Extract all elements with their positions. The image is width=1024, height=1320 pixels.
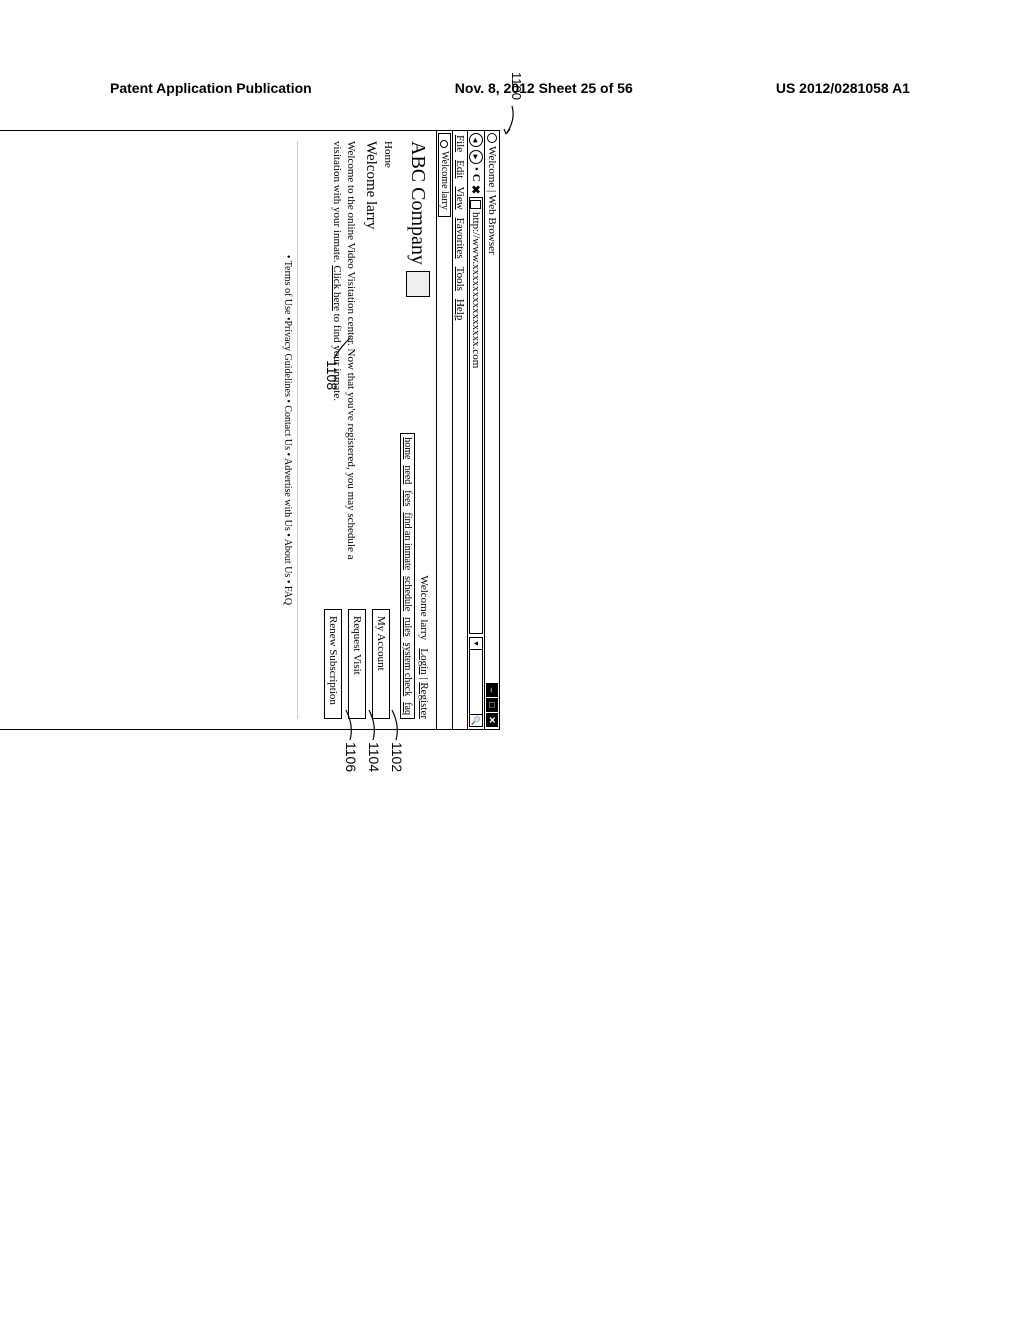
reload-icon[interactable]: C [470,174,482,182]
menu-favorites[interactable]: Favorites [454,218,466,259]
tab-label: Welcome larry [439,151,450,210]
menu-file[interactable]: File [454,135,466,152]
nav-rules[interactable]: rules [402,617,413,636]
search-icon[interactable]: 🔍 [470,714,482,726]
breadcrumb-home[interactable]: Home [382,141,394,595]
nav-home[interactable]: home [402,437,413,459]
search-box[interactable]: ▼ 🔍 [469,637,483,727]
browser-tab[interactable]: Welcome larry [438,133,451,217]
search-dropdown-icon[interactable]: ▼ [470,638,482,650]
renew-subscription-button[interactable]: Renew Subscription [324,609,342,719]
click-here-link[interactable]: Click here [331,265,343,311]
request-visit-button[interactable]: Request Visit [348,609,366,719]
menu-help[interactable]: Help [454,299,466,320]
minimize-button[interactable]: – [486,683,498,697]
ref-1104: 1104 [366,742,382,772]
menu-edit[interactable]: Edit [454,160,466,178]
maximize-button[interactable]: □ [486,698,498,712]
nav-system-check[interactable]: system check [402,643,413,697]
tab-icon [441,140,449,148]
welcome-user-line: Welcome larry Login | Register [418,433,430,719]
tab-bar: Welcome larry [436,131,452,729]
nav-schedule[interactable]: schedule [402,576,413,611]
my-account-button[interactable]: My Account [372,609,390,719]
login-link[interactable]: Login [418,648,430,674]
close-button[interactable]: ✕ [486,713,498,727]
forward-icon[interactable]: ► [469,150,483,164]
nav-need[interactable]: need [402,465,413,484]
back-icon[interactable]: ◄ [469,133,483,147]
menu-tools[interactable]: Tools [454,267,466,291]
address-bar: ◄ ► • C ✖ http://www.xxxxxxxxxxxxxxx.com… [467,131,484,729]
pub-center: Nov. 8, 2012 Sheet 25 of 56 [455,80,633,96]
ref-1102: 1102 [389,742,405,772]
pub-left: Patent Application Publication [110,80,312,96]
welcome-heading: Welcome larry [362,141,379,595]
ref-1108: 1108 [324,360,340,390]
sep: • [470,167,482,171]
page-icon [471,200,482,209]
window-title: Welcome | Web Browser [486,146,498,683]
page-content: ABC Company Welcome larry Login | Regist… [136,131,436,729]
titlebar: Welcome | Web Browser – □ ✕ [484,131,499,729]
url-text: http://www.xxxxxxxxxxxxxxx.com [470,212,482,368]
logo-box [406,271,430,297]
company-logo-area: ABC Company [406,141,430,297]
ref-1106: 1106 [343,742,359,772]
site-footer: • Terms of Use •Privacy Guidelines • Con… [282,141,298,719]
url-field[interactable]: http://www.xxxxxxxxxxxxxxx.com [469,197,483,634]
register-link[interactable]: Register [418,682,430,719]
company-name: ABC Company [407,141,430,265]
ref-1100: 1100 [509,72,524,100]
menu-bar: File Edit View Favorites Tools Help [452,131,467,729]
pub-right: US 2012/0281058 A1 [776,80,910,96]
side-buttons: My Account Request Visit Renew Subscript… [324,609,390,719]
app-icon [487,133,497,143]
stop-icon[interactable]: ✖ [470,185,483,194]
nav-faq[interactable]: faq [402,702,413,715]
nav-fees[interactable]: fees [402,490,413,506]
browser-window: Welcome | Web Browser – □ ✕ ◄ ► • C ✖ ht… [0,130,500,730]
nav-find-inmate[interactable]: find an inmate [402,512,413,570]
site-nav: home need fees find an inmate schedule r… [400,433,415,719]
menu-view[interactable]: View [454,186,466,209]
